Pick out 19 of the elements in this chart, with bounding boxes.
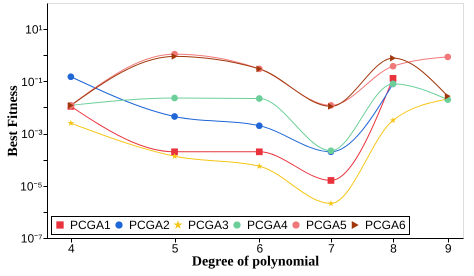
x-tick-label: 6 [256, 242, 264, 256]
y-tick-label: 10⁻⁵ [20, 179, 43, 194]
y-tick-label: 10⁻¹ [21, 74, 43, 89]
x-tick-label: 7 [328, 242, 336, 256]
x-axis-title: Degree of polynomial [192, 254, 320, 270]
legend-label: PCGA6 [365, 218, 406, 232]
legend-label: PCGA4 [247, 218, 288, 232]
legend-label: PCGA5 [306, 218, 348, 232]
y-tick-label: 10⁻³ [21, 127, 43, 142]
legend-label: PCGA3 [188, 218, 230, 232]
x-tick-label: 9 [444, 242, 452, 256]
x-tick-label: 8 [390, 242, 398, 256]
x-tick-label: 5 [172, 242, 179, 256]
y-tick-label: 10¹ [25, 22, 43, 37]
legend-label: PCGA2 [129, 218, 170, 232]
y-axis-title: Best Fitness [6, 84, 22, 157]
x-tick-label: 4 [68, 242, 75, 256]
legend-label: PCGA1 [70, 218, 112, 232]
y-tick-label: 10⁻⁷ [20, 232, 42, 246]
